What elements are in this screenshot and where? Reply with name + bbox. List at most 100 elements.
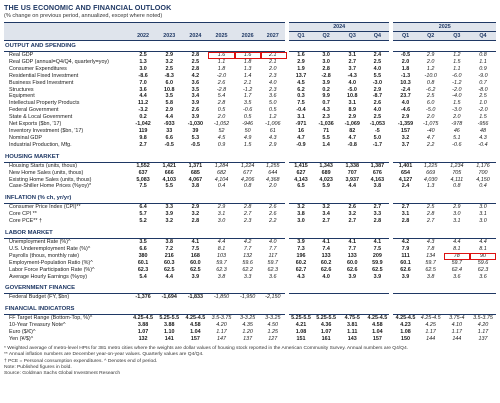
cell: 4.35 — [242, 322, 253, 329]
footnote: † PCE = Personal consumption expenditure… — [4, 358, 158, 364]
cell: 3.2 — [389, 134, 418, 142]
row-label: Core PCE** † — [9, 218, 42, 225]
cell: 1.3 — [139, 58, 147, 65]
cell: 2.1 — [243, 79, 252, 86]
cell: 1.3 — [426, 183, 435, 190]
cell: 59.7 — [451, 259, 463, 266]
section-row: OUTPUT AND SPENDING — [4, 40, 497, 52]
cell: -0.9 — [284, 141, 314, 149]
cell: 2.7 — [426, 218, 435, 225]
cell: 0.4 — [479, 183, 487, 190]
cell: 6.6 — [139, 245, 147, 252]
cell: 4.0 — [389, 100, 418, 108]
cell: 5.0 — [269, 100, 277, 107]
cell: -1.7 — [372, 141, 383, 148]
cell: -8.7 — [372, 93, 383, 100]
cell: 682 — [216, 169, 226, 176]
cell: -40 — [426, 127, 435, 134]
cell: 90 — [469, 252, 497, 260]
table-row: Business Fixed Investment 7.0 6.0 3.6 2.6 2.1… — [4, 79, 496, 87]
row-label: Real GDP (annual=Q4/Q4, quarterly=yoy) — [9, 58, 109, 65]
cell: 2.9 — [389, 114, 418, 122]
cell: -8.0 — [478, 86, 488, 93]
cell: 3.6 — [191, 79, 200, 86]
cell: 119 — [138, 127, 148, 134]
cell: 669 — [426, 169, 436, 176]
row-label: State & Local Government — [9, 114, 73, 121]
cell: 1.08 — [284, 329, 314, 337]
cell: -1,030 — [187, 121, 203, 128]
cell: 5.2 — [139, 218, 147, 225]
cell: -956 — [477, 121, 489, 128]
cell: 157 — [389, 127, 418, 135]
cell: 216 — [164, 252, 174, 259]
cell: 1,415 — [284, 162, 314, 170]
cell: 4,104 — [214, 176, 229, 183]
cell: 5.25-5.5 — [316, 315, 336, 322]
cell: 151 — [284, 336, 314, 343]
cell: 1.7 — [243, 93, 252, 100]
cell: 62.3 — [267, 266, 279, 273]
row-label: Business Fixed Investment — [9, 79, 74, 86]
cell: 5,083 — [136, 176, 150, 183]
cell: -1,694 — [161, 294, 177, 301]
cell: 0.2 — [322, 86, 330, 93]
section-row: HOUSING MARKET — [4, 151, 497, 163]
cell: 62.5 — [163, 266, 175, 273]
cell: 5.5 — [165, 183, 173, 190]
cell: 2.1 — [260, 51, 287, 59]
cell: 5.3 — [191, 134, 200, 141]
cell: 2.1 — [269, 58, 277, 65]
cell: 141 — [164, 336, 174, 343]
cell: 3.2 — [165, 58, 173, 65]
row-label: Nominal GDP — [9, 134, 42, 141]
cell: 62.4 — [451, 266, 463, 273]
cell: 4.9 — [243, 134, 252, 141]
cell: -3.2 — [138, 107, 148, 114]
cell: 4,111 — [450, 176, 464, 183]
cell: 7.7 — [348, 245, 357, 252]
cell: 4.4 — [165, 273, 173, 280]
cell: 3.0 — [322, 52, 330, 58]
cell: 4.25-4.5 — [367, 315, 388, 322]
cell — [365, 294, 391, 301]
cell: 3.0 — [453, 211, 461, 218]
cell: -1,069 — [344, 121, 360, 128]
cell: 82 — [349, 127, 356, 134]
table-row: Labor Force Participation Rate (%)^ 62.3 6… — [4, 266, 496, 274]
cell: -1.2 — [242, 86, 253, 93]
cell: 677 — [243, 169, 253, 176]
cell: 147 — [216, 336, 226, 343]
cell: 4.0 — [373, 107, 382, 114]
cell: 4,030 — [423, 176, 438, 183]
cell: -2.0 — [452, 86, 462, 93]
cell: 196 — [284, 252, 314, 260]
cell: 1.17 — [451, 329, 463, 336]
cell: 60.0 — [190, 259, 201, 266]
cell: 3.4 — [322, 211, 330, 218]
table-row: Federal Government -3.2 2.9 2.6 0.5 -0.6 0.5 -0… — [4, 107, 496, 115]
cell: 0.8 — [243, 183, 252, 190]
cell: 4.1 — [322, 239, 330, 246]
cell: 3.2 — [191, 211, 200, 218]
cell: 2.2 — [426, 141, 435, 148]
table-row: Payrolls (thous, monthly rate) 380 216 168 1… — [4, 252, 497, 260]
cell: 3.5-3.75 — [473, 315, 493, 322]
cell: 103 — [216, 252, 226, 259]
cell: 3.0 — [479, 218, 487, 225]
cell: 4.0 — [322, 273, 330, 280]
cell: -1.2 — [452, 79, 462, 86]
cell: 3.5 — [139, 239, 147, 246]
cell: 1.1 — [479, 58, 487, 65]
cell: 3.0 — [479, 204, 487, 211]
header-row: 2022 2023 2024 2025 2026 2027 Q1 Q2 Q3 Q4 Q1 Q2 Q3 Q4 — [4, 31, 497, 41]
row-label: Residential Fixed Investment — [9, 72, 79, 79]
cell: 1.4 — [243, 72, 252, 79]
cell: 1.5 — [243, 141, 252, 148]
cell: 2.5 — [165, 65, 173, 72]
cell: 4.10 — [451, 322, 463, 329]
cell: 3.8 — [191, 183, 200, 190]
section-row: LABOR MARKET — [4, 228, 497, 240]
cell: 2.9 — [217, 204, 226, 211]
cell: -1,006 — [265, 121, 281, 128]
